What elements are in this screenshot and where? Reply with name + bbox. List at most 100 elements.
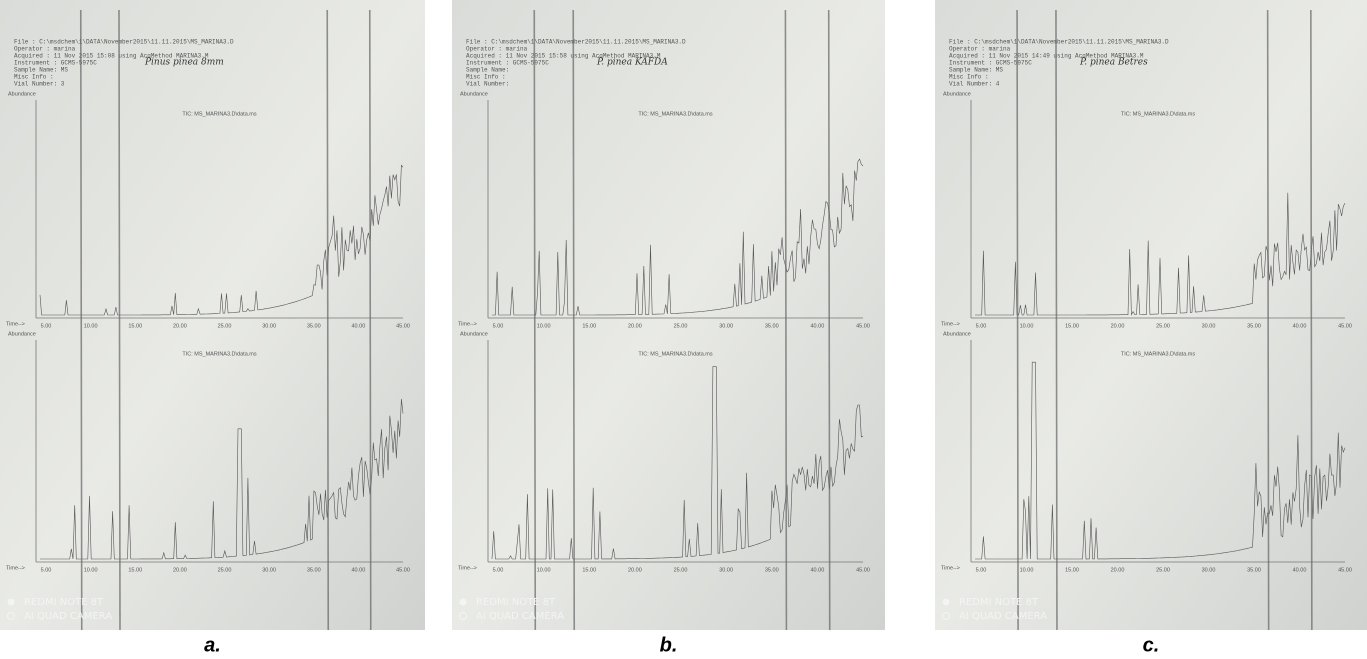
fold-line: [1055, 9, 1058, 631]
time-tick-label: 45.00: [856, 323, 870, 329]
header-line: Sample Name:: [466, 67, 509, 74]
header-line: File : C:\msdchem\1\DATA\November2015\11…: [466, 39, 686, 46]
time-tick-label: 35.00: [307, 567, 321, 573]
time-tick-label: 35.00: [765, 323, 779, 329]
header-line: Operator : marina: [949, 46, 1011, 53]
time-tick-label: 30.00: [262, 323, 276, 329]
header-line: Misc Info :: [466, 74, 506, 81]
header-line: Misc Info :: [949, 74, 989, 81]
header-line: File : C:\msdchem\1\DATA\November2015\11…: [14, 39, 234, 46]
time-tick-label: 20.00: [1111, 567, 1125, 573]
chromatogram-trace: [491, 366, 864, 560]
time-tick-label: 5.00: [976, 323, 987, 329]
x-axis-title: Time-->: [6, 565, 25, 571]
header-line: Vial Number: 4: [949, 81, 1000, 88]
time-tick-label: 35.00: [1247, 567, 1261, 573]
fold-line: [368, 9, 372, 631]
header-line: Vial Number:: [466, 81, 509, 88]
fold-line: [784, 9, 788, 631]
time-tick-label: 15.00: [1065, 567, 1079, 573]
header-line: Vial Number: 3: [14, 81, 65, 88]
time-tick-label: 20.00: [173, 567, 187, 573]
y-axis-title: Abundance: [8, 91, 36, 97]
time-tick-label: 25.00: [1156, 323, 1170, 329]
header-line: Instrument : GCMS-5975C: [466, 60, 549, 67]
x-axis-title: Time-->: [458, 321, 477, 327]
watermark-icon: [942, 612, 950, 620]
x-axis-title: Time-->: [941, 565, 960, 571]
time-tick-label: 15.00: [582, 567, 596, 573]
watermark-icon: [7, 598, 15, 606]
camera-watermark: AI QUAD CAMERA: [24, 611, 112, 622]
time-tick-label: 30.00: [719, 323, 733, 329]
chromatogram-trace: [975, 361, 1346, 560]
time-tick-label: 10.00: [1020, 567, 1034, 573]
time-tick-label: 15.00: [1065, 323, 1079, 329]
time-tick-label: 25.00: [1156, 567, 1170, 573]
trace-label: TIC: MS_MARINA3.D\data.ms: [1121, 351, 1196, 357]
time-tick-label: 5.00: [493, 323, 504, 329]
fold-line: [326, 9, 330, 631]
watermark-icon: [7, 612, 15, 620]
time-tick-label: 45.00: [1338, 323, 1352, 329]
fold-line: [1266, 9, 1270, 631]
time-tick-label: 20.00: [628, 567, 642, 573]
fold-line: [533, 9, 537, 631]
trace-label: TIC: MS_MARINA3.D\data.ms: [638, 351, 713, 357]
header-line: Acquired : 11 Nov 2015 15:08 using AcqMe…: [14, 53, 209, 60]
header-line: Operator : marina: [466, 46, 528, 53]
time-tick-label: 35.00: [307, 323, 321, 329]
time-tick-label: 40.00: [810, 323, 824, 329]
header-line: Misc Info :: [14, 74, 54, 81]
photo-panel: File : C:\msdchem\1\DATA\November2015\11…: [935, 0, 1367, 631]
fold-line: [1310, 9, 1313, 631]
y-axis-title: Abundance: [943, 331, 971, 337]
time-tick-label: 20.00: [173, 323, 187, 329]
x-axis-title: Time-->: [6, 321, 25, 327]
camera-watermark: AI QUAD CAMERA: [959, 611, 1047, 622]
header-line: Sample Name: MS: [14, 67, 68, 74]
photo-panel: File : C:\msdchem\1\DATA\November2015\11…: [452, 0, 885, 631]
camera-watermark: REDMI NOTE 8T: [476, 597, 556, 608]
time-tick-label: 45.00: [856, 567, 870, 573]
trace-label: TIC: MS_MARINA3.D\data.ms: [638, 111, 713, 117]
time-tick-label: 30.00: [1202, 323, 1216, 329]
time-tick-label: 15.00: [128, 323, 142, 329]
chromatogram-trace: [40, 398, 404, 560]
time-tick-label: 40.00: [351, 567, 365, 573]
x-axis-title: Time-->: [458, 565, 477, 571]
camera-watermark: REDMI NOTE 8T: [24, 597, 104, 608]
time-tick-label: 35.00: [1247, 323, 1261, 329]
header-line: File : C:\msdchem\1\DATA\November2015\11…: [949, 39, 1169, 46]
time-tick-label: 15.00: [128, 567, 142, 573]
handwritten-note: P. pinea Betres: [1079, 58, 1148, 68]
fold-line: [79, 9, 83, 631]
watermark-icon: [459, 598, 467, 606]
time-tick-label: 30.00: [262, 567, 276, 573]
fold-line: [827, 9, 831, 631]
header-line: Acquired : 11 Nov 2015 14:49 using AcqMe…: [949, 53, 1144, 60]
time-tick-label: 5.00: [493, 567, 504, 573]
header-line: Instrument : GCMS-5975C: [949, 60, 1032, 67]
chromatogram-trace: [492, 158, 864, 316]
photo-panel: File : C:\msdchem\1\DATA\November2015\11…: [0, 0, 425, 631]
panel-caption: b.: [660, 634, 678, 656]
time-tick-label: 40.00: [810, 567, 824, 573]
header-line: Acquired : 11 Nov 2015 15:58 using AcqMe…: [466, 53, 661, 60]
fold-line: [118, 9, 121, 631]
fold-line: [1016, 9, 1019, 631]
time-tick-label: 30.00: [719, 567, 733, 573]
header-line: Operator : marina: [14, 46, 76, 53]
x-axis-title: Time-->: [941, 321, 960, 327]
time-tick-label: 5.00: [976, 567, 987, 573]
time-tick-label: 20.00: [1111, 323, 1125, 329]
time-tick-label: 5.00: [41, 323, 52, 329]
camera-watermark: REDMI NOTE 8T: [959, 597, 1039, 608]
time-tick-label: 10.00: [84, 323, 98, 329]
panel-caption: a.: [204, 634, 221, 656]
trace-label: TIC: MS_MARINA3.D\data.ms: [182, 351, 257, 357]
y-axis-title: Abundance: [460, 91, 488, 97]
time-tick-label: 25.00: [674, 567, 688, 573]
time-tick-label: 10.00: [1020, 323, 1034, 329]
